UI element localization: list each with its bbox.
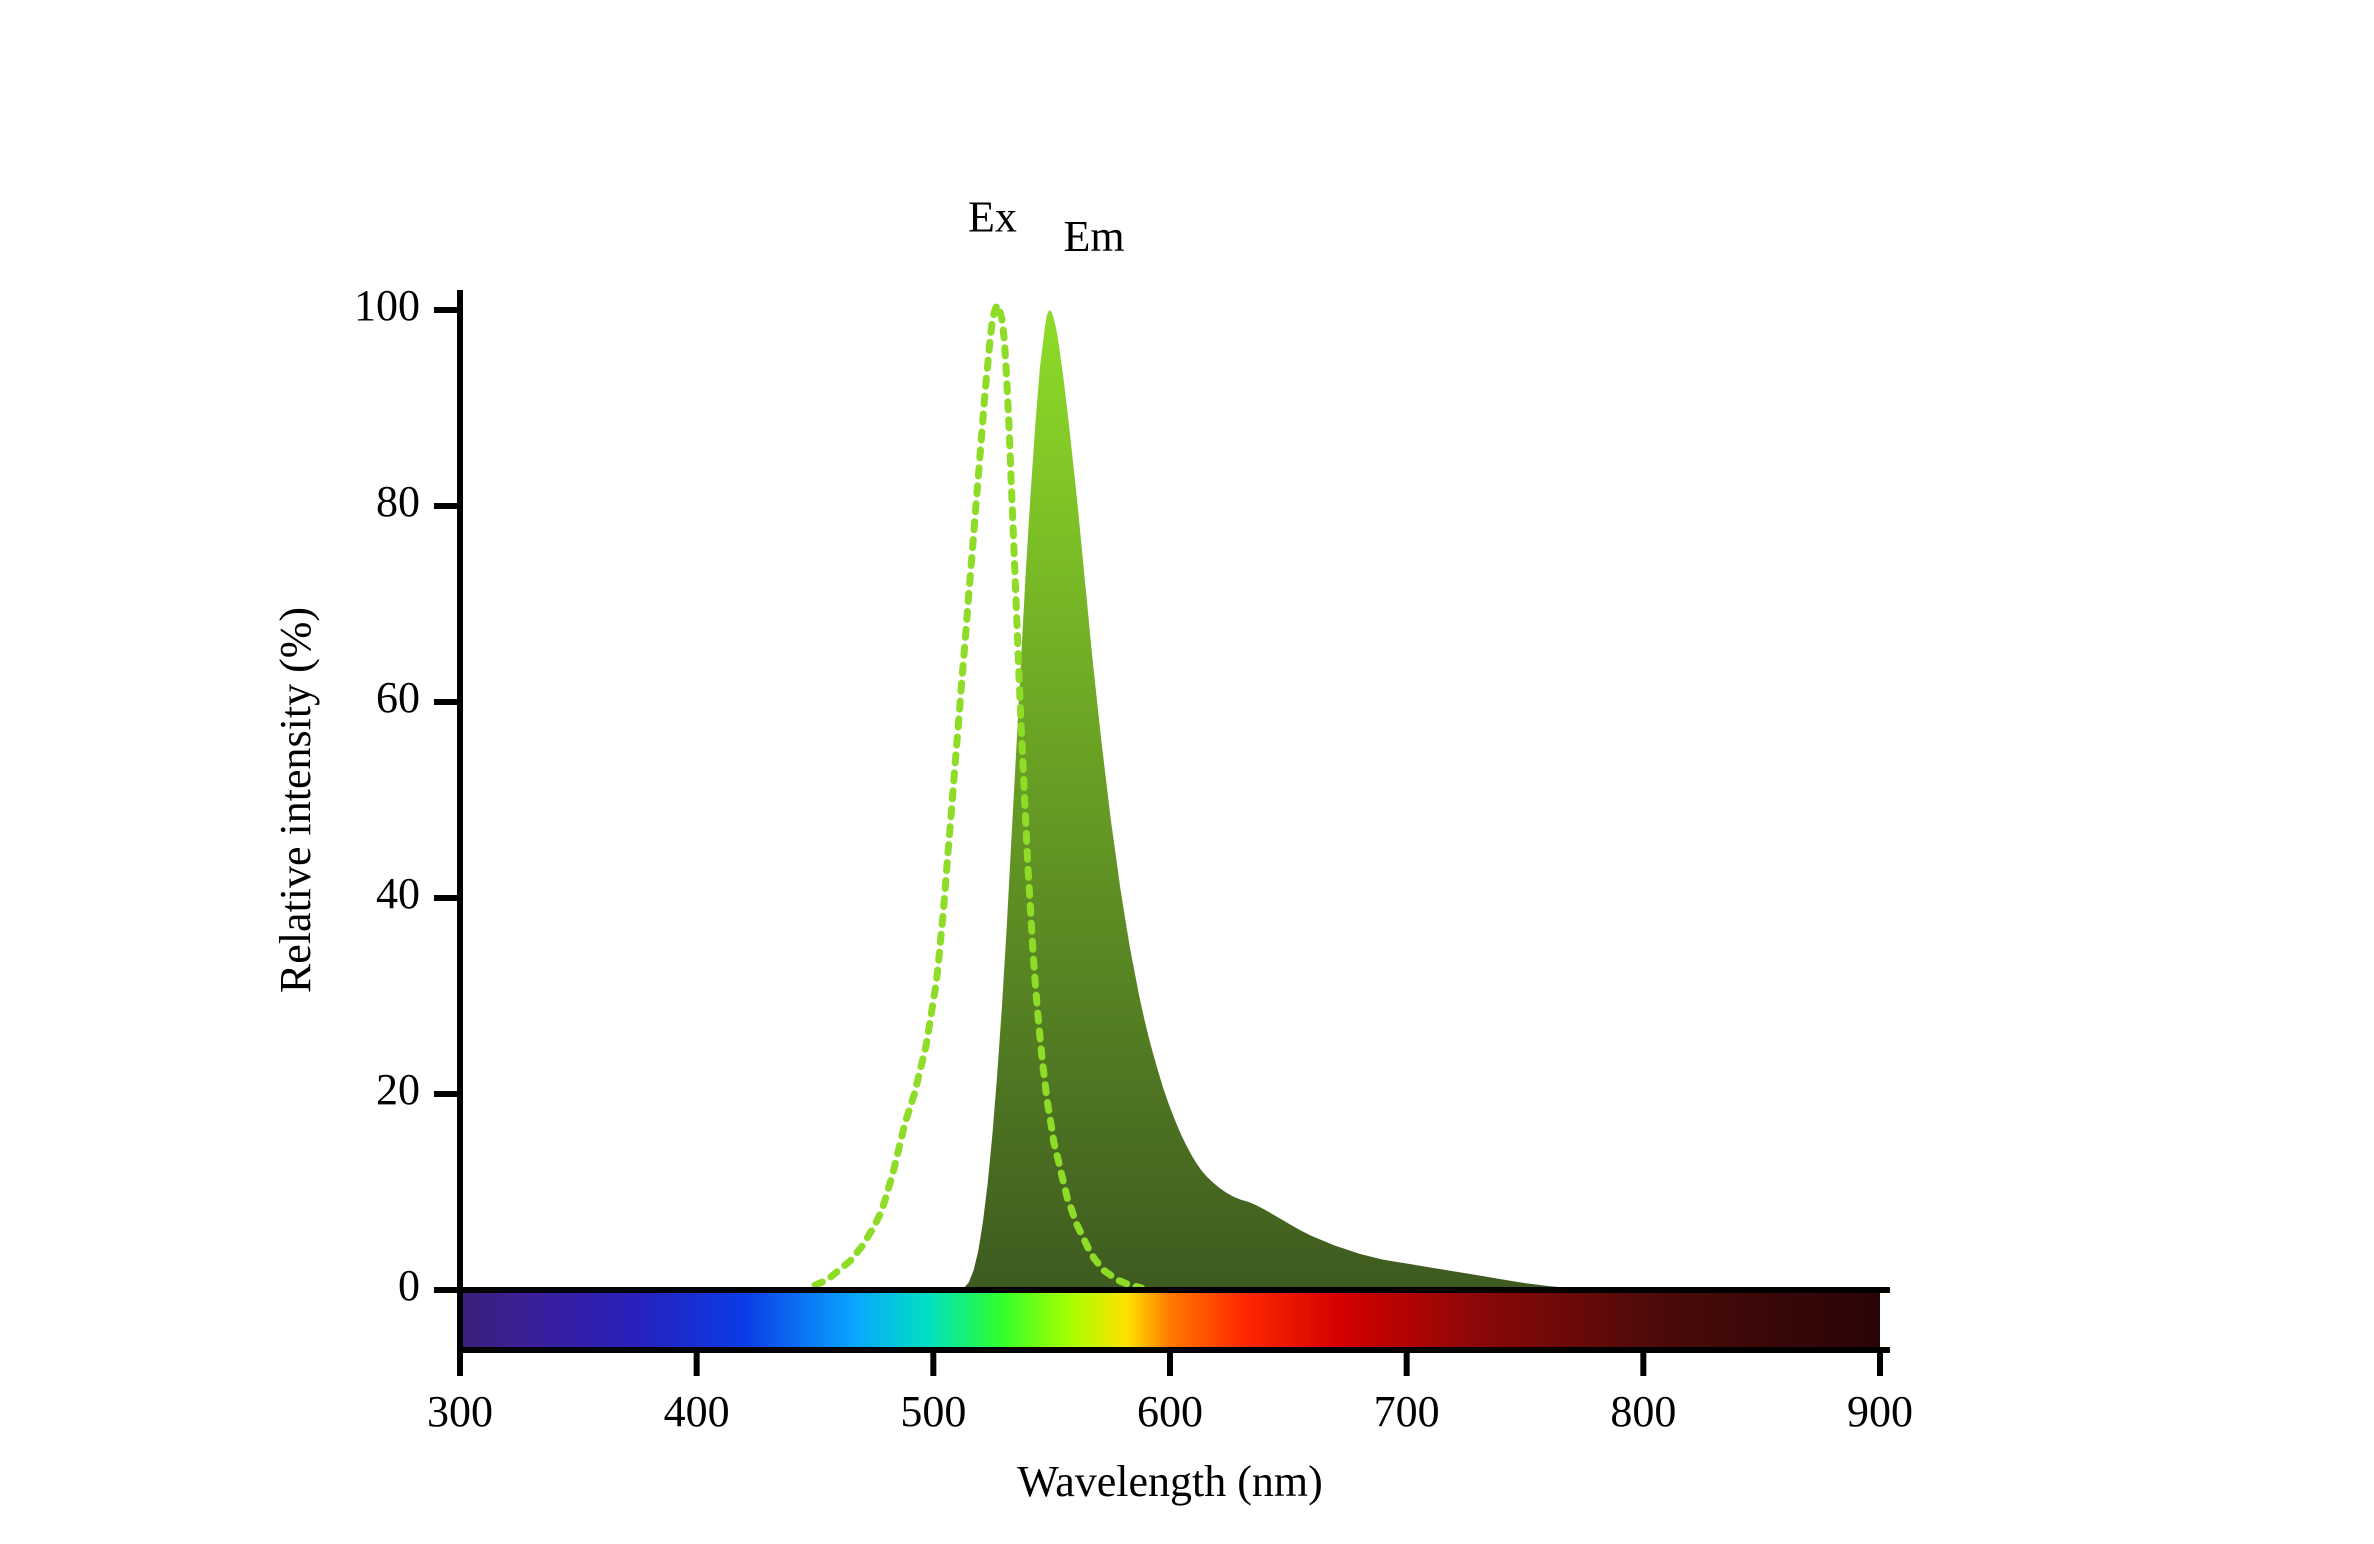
x-tick-label: 800 xyxy=(1610,1387,1676,1436)
wavelength-spectrum-bar xyxy=(460,1290,1880,1350)
x-tick-label: 400 xyxy=(664,1387,730,1436)
y-tick-label: 20 xyxy=(376,1065,420,1114)
emission-label: Em xyxy=(1064,212,1125,261)
x-axis-label: Wavelength (nm) xyxy=(1017,1457,1323,1506)
x-tick-label: 600 xyxy=(1137,1387,1203,1436)
spectrum-chart: 0 20 40 60 80 100 300 400 500 600 700 800 900 Wavelen… xyxy=(0,0,2374,1544)
excitation-label: Ex xyxy=(968,193,1017,242)
x-tick-label: 700 xyxy=(1374,1387,1440,1436)
x-tick-label: 500 xyxy=(900,1387,966,1436)
y-tick-label: 40 xyxy=(376,869,420,918)
x-tick-label: 300 xyxy=(427,1387,493,1436)
y-tick-label: 100 xyxy=(354,281,420,330)
y-tick-label: 80 xyxy=(376,477,420,526)
chart-svg: 0 20 40 60 80 100 300 400 500 600 700 800 900 Wavelen… xyxy=(0,0,2374,1544)
y-tick-label: 0 xyxy=(398,1261,420,1310)
x-tick-label: 900 xyxy=(1847,1387,1913,1436)
y-axis-label: Relative intensity (%) xyxy=(271,607,320,993)
y-tick-label: 60 xyxy=(376,673,420,722)
